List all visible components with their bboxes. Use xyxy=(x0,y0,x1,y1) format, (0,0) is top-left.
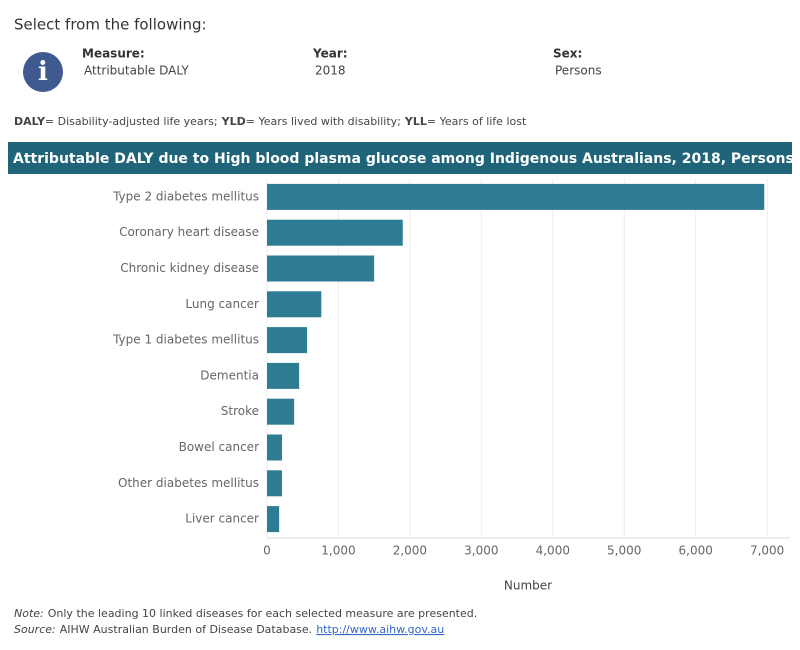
note-text: Only the leading 10 linked diseases for … xyxy=(48,607,478,620)
definition-term: YLL xyxy=(404,115,427,128)
note: Note: Only the leading 10 linked diseases… xyxy=(14,607,477,620)
source-label: Source: xyxy=(14,623,56,636)
x-tick-label: 5,000 xyxy=(607,544,641,558)
x-tick-label: 4,000 xyxy=(536,544,570,558)
y-tick-label: Lung cancer xyxy=(185,297,259,311)
definitions: DALY= Disability-adjusted life years; YLD… xyxy=(14,115,527,128)
y-tick-label: Other diabetes mellitus xyxy=(118,476,259,490)
filter-value[interactable]: Attributable DALY xyxy=(84,64,189,78)
source-link[interactable]: http://www.aihw.gov.au xyxy=(316,623,444,636)
bar xyxy=(267,398,295,425)
bar xyxy=(267,327,308,354)
filter-value[interactable]: 2018 xyxy=(315,64,346,78)
y-tick-label: Dementia xyxy=(200,368,259,382)
bar xyxy=(267,255,375,282)
y-tick-label: Chronic kidney disease xyxy=(120,261,259,275)
info-icon[interactable] xyxy=(23,52,63,92)
definition-term: DALY xyxy=(14,115,46,128)
filter-label: Measure: xyxy=(82,47,145,61)
info-icon-glyph: i xyxy=(38,57,48,87)
bar xyxy=(267,291,322,318)
bar xyxy=(267,470,283,497)
filter-label: Year: xyxy=(312,47,348,61)
y-tick-label: Stroke xyxy=(221,404,259,418)
bar xyxy=(267,362,300,389)
y-tick-label: Coronary heart disease xyxy=(119,225,259,239)
filter-value[interactable]: Persons xyxy=(555,64,602,78)
bar xyxy=(267,506,280,533)
definition-text: = Years of life lost xyxy=(427,115,527,128)
chart-title-band xyxy=(8,142,792,174)
chart-title: Attributable DALY due to High blood plas… xyxy=(13,151,794,167)
filter-label: Sex: xyxy=(553,47,582,61)
bar xyxy=(267,434,283,461)
definition-text: = Years lived with disability; xyxy=(246,115,401,128)
x-tick-label: 6,000 xyxy=(679,544,713,558)
y-tick-label: Liver cancer xyxy=(185,512,259,526)
x-tick-label: 7,000 xyxy=(750,544,784,558)
x-tick-label: 1,000 xyxy=(321,544,355,558)
x-axis-label: Number xyxy=(504,579,552,593)
prompt: Select from the following: xyxy=(14,16,207,34)
definition-text: = Disability-adjusted life years; xyxy=(45,115,218,128)
y-tick-label: Type 1 diabetes mellitus xyxy=(112,333,259,347)
source-text: AIHW Australian Burden of Disease Databa… xyxy=(60,623,312,636)
note-label: Note: xyxy=(14,607,44,620)
x-tick-label: 2,000 xyxy=(393,544,427,558)
definition-term: YLD xyxy=(221,115,246,128)
y-tick-label: Type 2 diabetes mellitus xyxy=(112,189,259,203)
bar xyxy=(267,219,403,246)
x-tick-label: 3,000 xyxy=(464,544,498,558)
bar xyxy=(267,183,765,210)
source: Source: AIHW Australian Burden of Disease… xyxy=(14,623,444,636)
y-tick-label: Bowel cancer xyxy=(179,440,259,454)
x-tick-label: 0 xyxy=(263,544,271,558)
